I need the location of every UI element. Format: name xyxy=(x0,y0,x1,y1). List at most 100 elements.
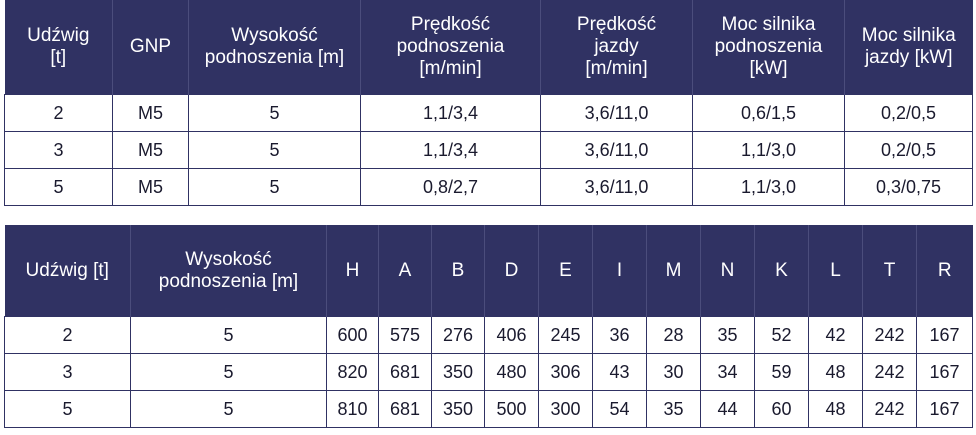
dimensions-header-label: H xyxy=(345,259,360,281)
dimensions-cell: 60 xyxy=(754,390,809,428)
dimensions-header-cell: Wysokość podnoszenia [m] xyxy=(130,225,327,317)
dimensions-cell: 44 xyxy=(700,390,755,428)
specs-header-label: GNP xyxy=(129,36,172,57)
table-row: 5 M5 5 0,8/2,7 3,6/11,0 1,1/3,0 0,3/0,75 xyxy=(4,168,973,206)
dimensions-cell: 575 xyxy=(378,316,432,354)
dimensions-header-label: Wysokość xyxy=(185,248,272,270)
specs-cell: 5 xyxy=(188,94,361,132)
specs-cell: M5 xyxy=(112,94,189,132)
specs-header-cell: Moc silnika podnoszenia [kW] xyxy=(692,0,845,95)
dimensions-cell: 810 xyxy=(326,390,379,428)
dimensions-cell: 43 xyxy=(592,353,647,391)
specs-cell: 1,1/3,4 xyxy=(360,94,541,132)
dimensions-cell: 42 xyxy=(808,316,863,354)
dimensions-header-label: T xyxy=(883,259,896,281)
dimensions-cell: 681 xyxy=(378,353,432,391)
specs-header-cell: Moc silnika jazdy [kW] xyxy=(844,0,973,95)
dimensions-cell: 600 xyxy=(326,316,379,354)
specs-cell: 0,6/1,5 xyxy=(692,94,845,132)
specs-header-label: jazdy [kW] xyxy=(864,47,953,68)
specs-header-label: [m/min] xyxy=(585,58,648,79)
dimensions-header-cell: R xyxy=(916,225,973,317)
dimensions-cell: 52 xyxy=(754,316,809,354)
dimensions-header-cell: L xyxy=(808,225,863,317)
specs-cell: 5 xyxy=(188,168,361,206)
dimensions-cell: 245 xyxy=(538,316,593,354)
specs-header-cell: Prędkość podnoszenia [m/min] xyxy=(360,0,541,95)
dimensions-cell: 480 xyxy=(484,353,539,391)
specs-cell: 3,6/11,0 xyxy=(540,94,693,132)
specs-cell: 3 xyxy=(4,131,113,169)
dimensions-cell: 35 xyxy=(700,316,755,354)
dimensions-header-label: M xyxy=(665,259,682,281)
specs-header-label: Prędkość xyxy=(576,14,657,35)
dimensions-cell: 48 xyxy=(808,353,863,391)
dimensions-header-label: D xyxy=(504,259,519,281)
specs-header-label: Udźwig xyxy=(27,25,90,46)
dimensions-header-row: Udźwig [t] Wysokość podnoszenia [m] H A B D E I M… xyxy=(4,225,973,317)
dimensions-header-cell: E xyxy=(538,225,593,317)
specs-header-label: [m/min] xyxy=(419,58,482,79)
specs-header-cell: Udźwig [t] xyxy=(4,0,113,95)
dimensions-cell: 300 xyxy=(538,390,593,428)
specs-header-row: Udźwig [t] GNP Wysokość podnoszenia [m] Prędk… xyxy=(4,0,973,95)
dimensions-cell: 167 xyxy=(916,353,973,391)
dimensions-cell: 167 xyxy=(916,316,973,354)
specs-header-cell: Prędkość jazdy [m/min] xyxy=(540,0,693,95)
dimensions-cell: 5 xyxy=(130,390,327,428)
dimensions-header-cell: Udźwig [t] xyxy=(4,225,131,317)
dimensions-cell: 276 xyxy=(431,316,485,354)
dimensions-cell: 306 xyxy=(538,353,593,391)
dimensions-cell: 242 xyxy=(862,390,917,428)
dimensions-cell: 242 xyxy=(862,316,917,354)
dimensions-header-cell: H xyxy=(326,225,379,317)
dimensions-cell: 242 xyxy=(862,353,917,391)
table-row: 3 M5 5 1,1/3,4 3,6/11,0 1,1/3,0 0,2/0,5 xyxy=(4,131,973,169)
specs-header-cell: Wysokość podnoszenia [m] xyxy=(188,0,361,95)
dimensions-cell: 167 xyxy=(916,390,973,428)
dimensions-header-cell: T xyxy=(862,225,917,317)
dimensions-header-label: E xyxy=(559,259,572,281)
specs-cell: 3,6/11,0 xyxy=(540,131,693,169)
dimensions-cell: 350 xyxy=(431,390,485,428)
specs-table: Udźwig [t] GNP Wysokość podnoszenia [m] Prędk… xyxy=(4,0,973,206)
dimensions-cell: 35 xyxy=(646,390,701,428)
specs-cell: 0,8/2,7 xyxy=(360,168,541,206)
dimensions-cell: 28 xyxy=(646,316,701,354)
dimensions-header-cell: D xyxy=(484,225,539,317)
dimensions-header-label: K xyxy=(775,259,788,281)
dimensions-cell: 30 xyxy=(646,353,701,391)
specs-header-label: podnoszenia xyxy=(714,36,823,57)
specs-cell: M5 xyxy=(112,131,189,169)
table-row: 2 5 600 575 276 406 245 36 28 35 52 42 242 167 xyxy=(4,316,973,354)
specs-cell: 0,2/0,5 xyxy=(844,94,973,132)
specs-cell: 5 xyxy=(4,168,113,206)
dimensions-header-label: B xyxy=(451,259,465,281)
dimensions-cell: 5 xyxy=(130,353,327,391)
specs-cell: 1,1/3,4 xyxy=(360,131,541,169)
dimensions-header-label: podnoszenia [m] xyxy=(158,270,299,292)
dimensions-cell: 406 xyxy=(484,316,539,354)
dimensions-cell: 5 xyxy=(130,316,327,354)
dimensions-cell: 820 xyxy=(326,353,379,391)
specs-cell: 0,3/0,75 xyxy=(844,168,973,206)
dimensions-cell: 54 xyxy=(592,390,647,428)
dimensions-cell: 34 xyxy=(700,353,755,391)
dimensions-cell: 59 xyxy=(754,353,809,391)
specs-header-label: Prędkość xyxy=(410,14,491,35)
dimensions-cell: 500 xyxy=(484,390,539,428)
table-row: 2 M5 5 1,1/3,4 3,6/11,0 0,6/1,5 0,2/0,5 xyxy=(4,94,973,132)
dimensions-header-cell: N xyxy=(700,225,755,317)
dimensions-cell: 681 xyxy=(378,390,432,428)
specs-header-label: Moc silnika xyxy=(721,14,816,35)
specs-header-label: podnoszenia [m] xyxy=(204,47,345,68)
specs-cell: 3,6/11,0 xyxy=(540,168,693,206)
dimensions-header-label: I xyxy=(616,259,623,281)
dimensions-cell: 350 xyxy=(431,353,485,391)
specs-header-label: jazdy xyxy=(594,36,639,57)
specs-header-label: Wysokość xyxy=(231,25,318,46)
specs-cell: 1,1/3,0 xyxy=(692,168,845,206)
specs-header-label: Moc silnika xyxy=(861,25,956,46)
dimensions-header-cell: A xyxy=(378,225,432,317)
dimensions-header-cell: K xyxy=(754,225,809,317)
